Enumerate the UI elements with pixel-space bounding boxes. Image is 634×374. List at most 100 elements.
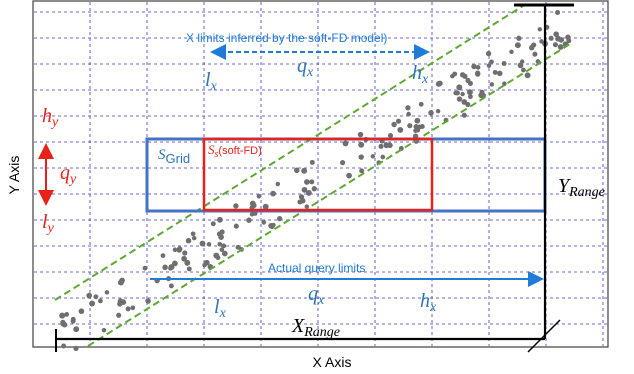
scatter-point [116,312,122,318]
scatter-point [359,168,365,174]
scatter-point [142,265,148,271]
scatter-point [456,96,463,102]
scatter-point [524,72,531,79]
scatter-point [185,237,192,244]
scatter-point [414,117,421,124]
scatter-point [509,49,514,55]
scatter-point [406,111,411,117]
scatter-point [548,35,554,41]
scatter-point [89,300,96,307]
grid-region-label: SGrid [158,147,190,166]
scatter-point [86,292,93,299]
scatter-point [456,84,463,91]
scatter-point [249,211,255,217]
scatter-point [475,65,481,70]
y-range-end-tick [527,319,561,353]
scatter-point [466,89,473,96]
scatter-point [537,27,542,32]
actual-qx-label: qx [308,283,325,308]
scatter-point [553,31,559,37]
x-range-label: XRange [291,315,340,340]
scatter-point [145,298,151,304]
scatter-point [552,42,558,48]
scatter-point [294,167,300,174]
scatter-point [370,154,376,159]
scatter-point [407,123,413,129]
scatter-point [184,259,191,266]
qy-label: qy [60,162,77,187]
scatter-point [213,252,220,259]
scatter-point [461,112,467,118]
scatter-point [489,59,494,65]
x-axis-title: X Axis [313,354,352,370]
scatter-point [78,308,85,315]
scatter-point [202,262,207,268]
scatter-point [233,223,239,229]
scatter-point [517,62,524,69]
scatter-point [566,38,572,44]
scatter-point [520,67,526,73]
scatter-point [130,305,136,311]
scatter-point [395,118,402,124]
band-upper-boundary [54,3,527,301]
ly-label: ly [42,211,55,236]
scatter-point [405,105,411,111]
scatter-point [104,290,110,295]
scatter-point [210,221,216,227]
scatter-point [172,260,178,267]
scatter-point [358,141,365,148]
inferred-qx-label: qx [297,55,314,80]
actual-lx-label: lx [214,296,227,321]
scatter-point [383,142,389,148]
band-lower-boundary [87,43,571,347]
scatter-point [486,63,492,68]
scatter-point [199,240,206,247]
scatter-point [467,94,473,100]
scatter-point [59,312,66,319]
scatter-point [342,140,349,147]
scatter-point [190,231,196,237]
scatter-point [418,101,424,107]
scatter-point [168,265,173,271]
scatter-point [380,154,386,160]
scatter-point [492,69,498,75]
scatter-point [70,316,76,322]
hy-label: hy [42,105,59,130]
scatter-point [304,179,310,185]
scatter-point [93,294,99,300]
scatter-point [378,143,384,149]
scatter-point [305,189,312,196]
scatter-point [387,132,394,139]
scatter-point [309,179,315,185]
scatter-point [497,70,503,77]
scatter-point [125,306,131,312]
scatter-point [61,343,67,349]
scatter-point [428,110,434,116]
scatter-point [300,197,306,204]
inferred-limits-caption: X limits inferred by the soft-FD model) [186,31,387,45]
scatter-point [454,90,460,96]
softfd-region-label: Ss(soft-FD) [208,142,262,160]
scatter-point [181,255,187,262]
scatter-point [250,203,256,209]
scatter-point [206,241,212,247]
scatter-point [346,172,352,179]
scatter-point [218,234,224,240]
scatter-point [160,253,166,258]
scatter-point [516,35,522,41]
scatter-point [176,246,183,252]
scatter-point [97,298,103,304]
scatter-point [276,215,283,222]
scatter-point [186,266,192,272]
scatter-point [162,264,168,271]
scatter-point [435,108,441,114]
scatter-point [485,50,492,57]
scatter-point [216,216,223,223]
scatter-point [275,181,281,187]
scatter-point [235,244,241,250]
scatter-point [416,124,422,130]
scatter-point [339,159,346,166]
scatter-point [101,327,107,333]
scatter-point [182,250,188,256]
